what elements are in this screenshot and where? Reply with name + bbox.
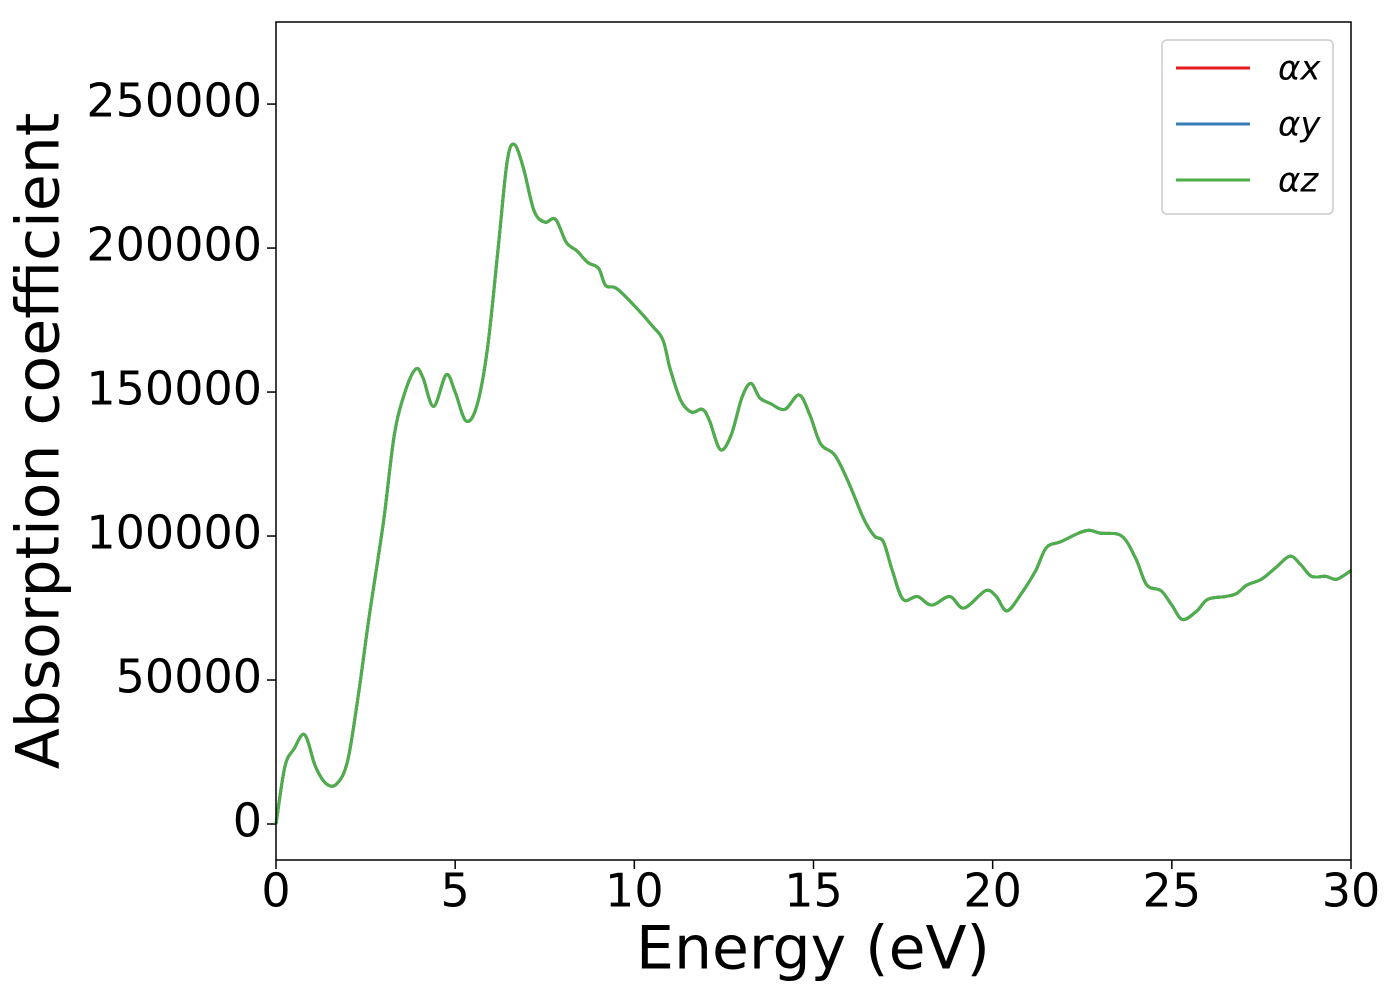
y-axis-label: Absorption coefficient (4, 113, 74, 770)
plot-frame (275, 21, 1352, 861)
y-tick-label: 50000 (116, 650, 262, 704)
x-tick-label: 20 (963, 864, 1022, 918)
series-line (274, 142, 1352, 825)
legend-label: αz (1278, 161, 1319, 201)
x-axis-label: Energy (eV) (636, 914, 990, 984)
x-tick-label: 10 (605, 864, 664, 918)
legend-label: αy (1278, 105, 1321, 145)
y-tick-label: 100000 (86, 506, 262, 560)
legend-label: αx (1278, 49, 1321, 89)
y-tick-label: 0 (233, 794, 262, 848)
x-tick-label: 5 (441, 864, 470, 918)
x-tick-label: 0 (261, 864, 290, 918)
x-tick-label: 30 (1322, 864, 1381, 918)
y-tick-label: 200000 (86, 218, 262, 272)
x-tick-label: 15 (784, 864, 843, 918)
y-tick-label: 150000 (86, 362, 262, 416)
series-line (274, 142, 1352, 825)
series-line (274, 142, 1352, 825)
legend-box (1161, 39, 1334, 215)
y-tick-label: 250000 (86, 74, 262, 128)
x-tick-label: 25 (1143, 864, 1202, 918)
